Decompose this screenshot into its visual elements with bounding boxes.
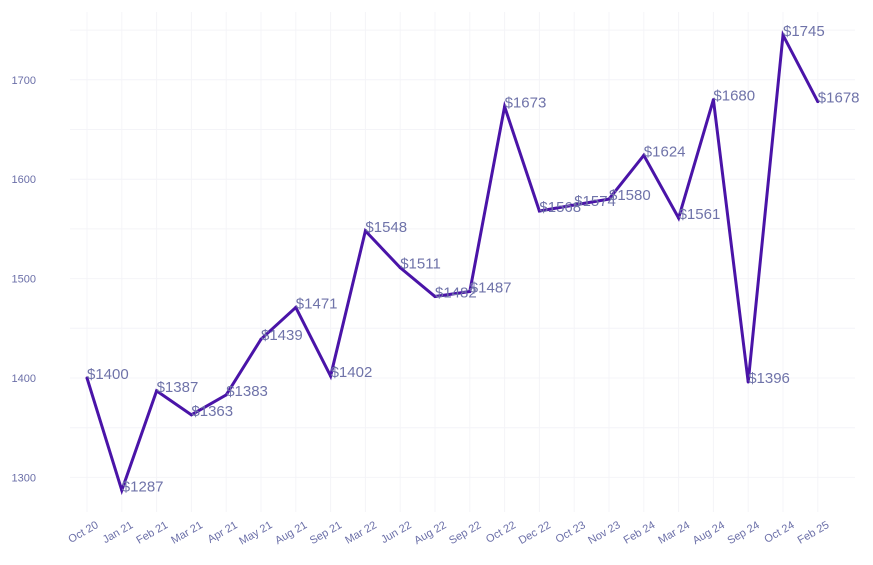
- x-tick-label: Aug 22: [412, 519, 448, 547]
- data-point: [294, 305, 298, 309]
- y-axis: 1300 1400 1500 1600 1700: [12, 75, 36, 485]
- data-point: [120, 488, 124, 492]
- x-tick-label: Nov 23: [586, 519, 622, 547]
- x-tick-label: Jan 21: [101, 519, 136, 546]
- x-tick-label: Oct 23: [554, 519, 588, 546]
- data-labels: $1400 $1287 $1387 $1363 $1383 $1439 $1471 $1402…: [87, 23, 860, 495]
- data-label: $1680: [713, 88, 755, 105]
- x-tick-label: Oct 20: [66, 519, 100, 546]
- x-tick-label: Dec 22: [517, 519, 553, 547]
- x-tick-label: Feb 25: [796, 519, 832, 547]
- data-point: [85, 376, 89, 380]
- data-point: [259, 337, 263, 341]
- x-tick-label: Mar 22: [343, 519, 379, 547]
- y-tick-label: 1500: [12, 274, 36, 286]
- data-label: $1673: [505, 95, 547, 112]
- data-label: $1574: [574, 193, 616, 210]
- data-point: [155, 389, 159, 393]
- x-tick-label: Mar 21: [169, 519, 205, 547]
- data-point: [537, 209, 541, 213]
- data-label: $1561: [679, 206, 721, 223]
- data-label: $1471: [296, 295, 338, 312]
- x-tick-label: Oct 24: [762, 519, 796, 546]
- x-tick-label: May 21: [237, 519, 274, 547]
- data-point: [363, 229, 367, 233]
- data-point: [607, 197, 611, 201]
- data-label: $1287: [122, 478, 164, 495]
- x-tick-label: Sep 22: [447, 519, 483, 547]
- data-label: $1402: [331, 364, 373, 381]
- data-point: [572, 203, 576, 207]
- data-point: [677, 216, 681, 220]
- data-label: $1548: [365, 219, 407, 236]
- data-label: $1439: [261, 327, 303, 344]
- data-point: [398, 266, 402, 270]
- y-tick-label: 1700: [12, 75, 36, 87]
- x-tick-label: Mar 24: [656, 519, 692, 547]
- data-label: $1396: [748, 370, 790, 387]
- data-label: $1383: [226, 383, 268, 400]
- x-tick-label: Sep 21: [308, 519, 344, 547]
- data-point: [329, 374, 333, 378]
- data-point: [746, 380, 750, 384]
- y-tick-label: 1300: [12, 472, 36, 484]
- data-label: $1745: [783, 23, 825, 40]
- x-tick-label: Apr 21: [206, 519, 240, 546]
- x-tick-label: Feb 21: [134, 519, 170, 547]
- data-point: [642, 153, 646, 157]
- data-point: [781, 33, 785, 37]
- data-point: [189, 413, 193, 417]
- grid: [70, 12, 855, 512]
- data-label: $1482: [435, 284, 477, 301]
- x-tick-label: Aug 21: [273, 519, 309, 547]
- series-line: [85, 29, 820, 496]
- y-tick-label: 1600: [12, 174, 36, 186]
- x-tick-label: Jun 22: [379, 519, 414, 546]
- x-tick-label: Feb 24: [622, 519, 658, 547]
- data-label: $1568: [539, 199, 581, 216]
- x-tick-label: Sep 24: [725, 519, 761, 547]
- data-point: [433, 294, 437, 298]
- series-line-group: [85, 29, 820, 496]
- y-tick-label: 1400: [12, 373, 36, 385]
- x-tick-label: Aug 24: [691, 519, 727, 547]
- data-label: $1678: [818, 90, 860, 107]
- data-point: [503, 105, 507, 109]
- data-label: $1580: [609, 187, 651, 204]
- data-label: $1511: [400, 256, 441, 273]
- data-label: $1363: [191, 403, 233, 420]
- data-point: [468, 290, 472, 294]
- data-point: [816, 100, 820, 104]
- data-label: $1400: [87, 366, 129, 383]
- data-label: $1624: [644, 143, 686, 160]
- x-tick-label: Oct 22: [484, 519, 518, 546]
- data-label: $1387: [157, 379, 199, 396]
- data-point: [711, 98, 715, 102]
- data-point: [224, 393, 228, 397]
- data-label: $1487: [470, 280, 512, 297]
